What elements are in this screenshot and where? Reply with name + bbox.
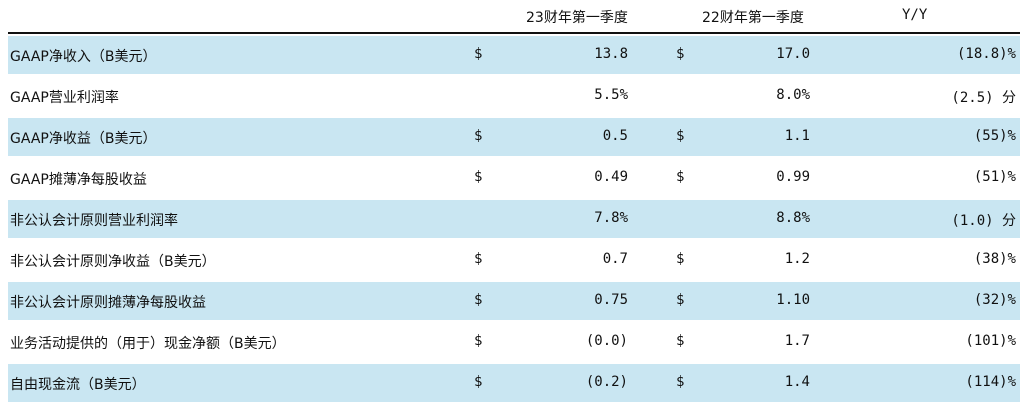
value-yoy: (114)%	[965, 374, 1016, 390]
row-label: GAAP摊薄净每股收益	[10, 172, 147, 188]
table-row: 业务活动提供的（用于）现金净额（B美元） $ (0.0) $1.7 (101)%	[8, 323, 1020, 361]
table-row: GAAP摊薄净每股收益 $0.49 $0.99 (51)%	[8, 159, 1020, 197]
value-fy23: 5.5%	[594, 87, 628, 103]
value-fy22: 1.4	[784, 374, 810, 390]
value-yoy: (101)%	[965, 333, 1016, 349]
table-row: 自由现金流（B美元） $ (0.2) $1.4 (114)%	[8, 364, 1020, 402]
value-fy22: 8.0%	[776, 87, 810, 103]
currency-symbol-fy23: $	[474, 128, 483, 144]
value-yoy: (32)%	[973, 292, 1016, 308]
currency-symbol-fy22: $	[676, 333, 685, 349]
header-yoy: Y/Y	[902, 7, 928, 23]
table-row: 非公认会计原则净收益（B美元） $0.7 $1.2 (38)%	[8, 241, 1020, 279]
value-yoy: (18.8)%	[956, 46, 1016, 62]
value-fy23: 0.49	[594, 169, 628, 185]
row-label: GAAP营业利润率	[10, 90, 119, 106]
value-fy22: 1.1	[784, 128, 810, 144]
value-yoy: (51)%	[973, 169, 1016, 185]
value-fy22: 1.7	[784, 333, 810, 349]
currency-symbol-fy23: $	[474, 46, 483, 62]
value-yoy: (1.0) 分	[951, 213, 1016, 229]
currency-symbol-fy23: $	[474, 169, 483, 185]
table-row: GAAP净收入（B美元） $13.8 $17.0 (18.8)%	[8, 36, 1020, 74]
table-row: GAAP净收益（B美元） $0.5 $1.1 (55)%	[8, 118, 1020, 156]
value-fy23: 0.5	[602, 128, 628, 144]
currency-symbol-fy23: $	[474, 333, 483, 349]
table-row: 非公认会计原则营业利润率 7.8% 8.8% (1.0) 分	[8, 200, 1020, 238]
currency-symbol-fy22: $	[676, 169, 685, 185]
currency-symbol-fy22: $	[676, 374, 685, 390]
currency-symbol-fy23: $	[474, 292, 483, 308]
table-body: GAAP净收入（B美元） $13.8 $17.0 (18.8)% GAAP营业利润率 5.…	[8, 36, 1020, 405]
currency-symbol-fy22: $	[676, 46, 685, 62]
table-row: 非公认会计原则摊薄净每股收益 $0.75 $1.10 (32)%	[8, 282, 1020, 320]
value-fy23: 0.7	[602, 251, 628, 267]
header-q1-fy22: 22财年第一季度	[702, 10, 804, 26]
value-fy23: (0.2)	[585, 374, 628, 390]
table-row: GAAP营业利润率 5.5% 8.0% (2.5) 分	[8, 77, 1020, 115]
row-label: 非公认会计原则营业利润率	[10, 213, 178, 229]
value-yoy: (38)%	[973, 251, 1016, 267]
value-fy22: 17.0	[776, 46, 810, 62]
currency-symbol-fy23: $	[474, 374, 483, 390]
row-label: GAAP净收益（B美元）	[10, 131, 157, 147]
value-fy23: 13.8	[594, 46, 628, 62]
currency-symbol-fy22: $	[676, 128, 685, 144]
row-label: GAAP净收入（B美元）	[10, 49, 157, 65]
value-fy23: 0.75	[594, 292, 628, 308]
currency-symbol-fy23: $	[474, 251, 483, 267]
row-label: 自由现金流（B美元）	[10, 377, 146, 393]
table-header: 23财年第一季度 22财年第一季度 Y/Y	[0, 0, 1024, 33]
value-fy22: 1.10	[776, 292, 810, 308]
value-fy22: 8.8%	[776, 210, 810, 226]
row-label: 业务活动提供的（用于）现金净额（B美元）	[10, 336, 286, 352]
value-yoy: (2.5) 分	[951, 90, 1016, 106]
value-fy22: 0.99	[776, 169, 810, 185]
value-yoy: (55)%	[973, 128, 1016, 144]
value-fy23: (0.0)	[585, 333, 628, 349]
row-label: 非公认会计原则净收益（B美元）	[10, 254, 216, 270]
currency-symbol-fy22: $	[676, 251, 685, 267]
header-divider	[8, 32, 1020, 34]
currency-symbol-fy22: $	[676, 292, 685, 308]
row-label: 非公认会计原则摊薄净每股收益	[10, 295, 206, 311]
value-fy22: 1.2	[784, 251, 810, 267]
header-q1-fy23: 23财年第一季度	[526, 10, 628, 26]
value-fy23: 7.8%	[594, 210, 628, 226]
